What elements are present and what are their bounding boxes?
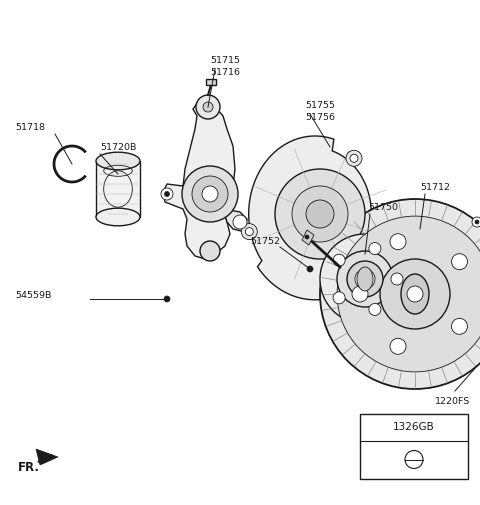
Ellipse shape [96, 153, 140, 171]
Text: 51750: 51750 [368, 202, 398, 211]
Circle shape [355, 263, 363, 271]
Circle shape [475, 221, 479, 225]
Circle shape [369, 243, 381, 255]
Text: 51716: 51716 [210, 67, 240, 76]
Bar [360, 414, 468, 479]
Circle shape [202, 187, 218, 203]
Polygon shape [223, 210, 247, 232]
Circle shape [351, 259, 367, 275]
Circle shape [241, 224, 257, 240]
Text: 51752: 51752 [250, 237, 280, 246]
Circle shape [333, 292, 345, 304]
Circle shape [337, 217, 480, 372]
Circle shape [165, 192, 169, 197]
Circle shape [337, 251, 393, 308]
Circle shape [380, 260, 450, 329]
Circle shape [390, 234, 406, 250]
Ellipse shape [357, 268, 373, 291]
Circle shape [203, 103, 213, 113]
Ellipse shape [96, 209, 140, 226]
Circle shape [275, 170, 365, 260]
Circle shape [407, 286, 423, 302]
Polygon shape [302, 231, 314, 245]
Text: 1326GB: 1326GB [393, 421, 435, 431]
Text: 54559B: 54559B [15, 291, 51, 300]
Circle shape [369, 304, 381, 316]
Circle shape [306, 200, 334, 229]
Circle shape [352, 286, 368, 302]
Polygon shape [36, 449, 58, 465]
Polygon shape [249, 137, 373, 300]
Text: 51720B: 51720B [100, 143, 136, 152]
Circle shape [161, 189, 173, 200]
Circle shape [472, 218, 480, 228]
Circle shape [391, 274, 403, 285]
Circle shape [333, 255, 345, 267]
Bar [96, 162, 140, 218]
Circle shape [346, 151, 362, 167]
Circle shape [305, 235, 309, 239]
Circle shape [292, 187, 348, 242]
Text: 51715: 51715 [210, 56, 240, 64]
Text: 1220FS: 1220FS [435, 397, 470, 406]
Circle shape [200, 241, 220, 262]
Circle shape [350, 155, 358, 163]
Text: 51755: 51755 [305, 100, 335, 109]
Text: 51718: 51718 [15, 123, 45, 132]
Circle shape [355, 270, 375, 289]
Circle shape [452, 319, 468, 335]
Circle shape [320, 199, 480, 389]
Circle shape [347, 262, 383, 297]
Circle shape [452, 254, 468, 270]
Circle shape [196, 96, 220, 120]
Ellipse shape [401, 274, 429, 315]
Circle shape [164, 296, 170, 302]
Circle shape [245, 228, 253, 236]
Text: FR.: FR. [18, 461, 40, 474]
Text: 51756: 51756 [305, 112, 335, 121]
Circle shape [307, 267, 313, 273]
Circle shape [390, 339, 406, 355]
Polygon shape [163, 100, 235, 260]
Text: 51712: 51712 [420, 183, 450, 192]
Polygon shape [206, 80, 216, 86]
Circle shape [233, 216, 247, 230]
Circle shape [320, 234, 410, 324]
Circle shape [182, 167, 238, 223]
Circle shape [192, 177, 228, 213]
